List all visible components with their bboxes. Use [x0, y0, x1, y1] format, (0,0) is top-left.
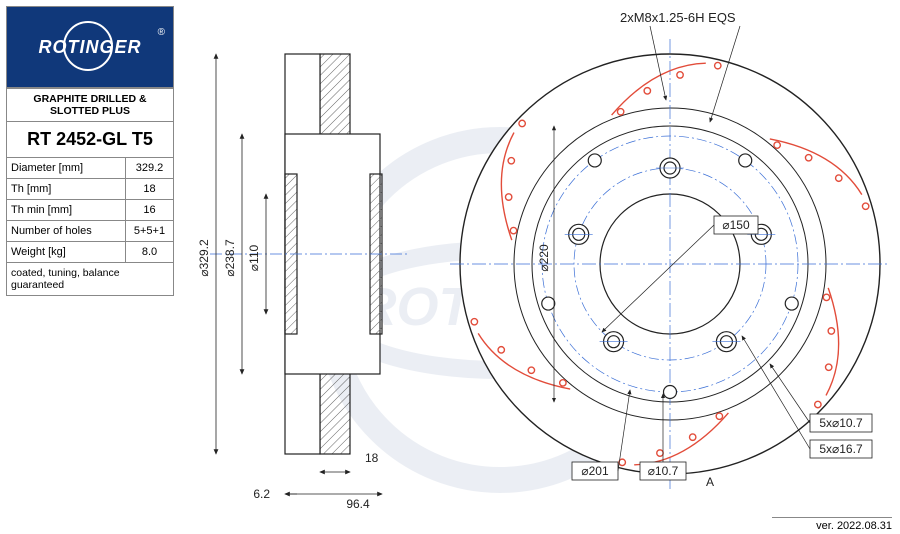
dim-pilot: ⌀201 [581, 464, 609, 478]
spec-value: 8.0 [126, 242, 174, 263]
registered-mark: ® [158, 27, 165, 38]
spec-label: Weight [kg] [7, 242, 126, 263]
part-number: RT 2452-GL T5 [7, 122, 174, 158]
dim-thickness: 18 [365, 451, 379, 465]
callout-holes1: 5x⌀10.7 [819, 416, 863, 430]
dim-outer-dia: ⌀329.2 [197, 239, 211, 277]
spec-note: coated, tuning, balance guaranteed [7, 263, 174, 296]
table-row: Weight [kg]8.0 [7, 242, 174, 263]
spec-value: 329.2 [126, 158, 174, 179]
technical-drawing: ⌀329.2 ⌀238.7 ⌀110 18 6.2 96.4 [180, 4, 896, 514]
spec-label: Number of holes [7, 221, 126, 242]
axis-label: A [706, 475, 714, 489]
table-row: Th min [mm]16 [7, 200, 174, 221]
table-row: Number of holes5+5+1 [7, 221, 174, 242]
product-header: GRAPHITE DRILLED & SLOTTED PLUS [7, 89, 174, 122]
dim-bolthole: ⌀10.7 [648, 464, 679, 478]
brand-logo: ROTINGER ® [6, 6, 174, 88]
brand-name: ROTINGER [38, 37, 141, 58]
dim-bc2: ⌀150 [722, 218, 750, 232]
version-label: ver. 2022.08.31 [772, 517, 892, 532]
section-view: ⌀329.2 ⌀238.7 ⌀110 18 6.2 96.4 [197, 54, 410, 511]
dim-bc1: ⌀220 [537, 244, 551, 272]
table-row: Th [mm]18 [7, 179, 174, 200]
spec-table: GRAPHITE DRILLED & SLOTTED PLUS RT 2452-… [6, 88, 174, 296]
spec-value: 18 [126, 179, 174, 200]
spec-value: 5+5+1 [126, 221, 174, 242]
spec-value: 16 [126, 200, 174, 221]
callout-holes2: 5x⌀16.7 [819, 442, 863, 456]
dim-hat-depth: 96.4 [346, 497, 370, 511]
dim-flange: 6.2 [253, 487, 270, 501]
table-row: Diameter [mm]329.2 [7, 158, 174, 179]
spec-label: Diameter [mm] [7, 158, 126, 179]
spec-label: Th [mm] [7, 179, 126, 200]
spec-label: Th min [mm] [7, 200, 126, 221]
dim-bore: ⌀110 [247, 244, 261, 271]
callout-thread: 2xM8x1.25-6H EQS [620, 10, 736, 25]
dim-hub-dia: ⌀238.7 [223, 239, 237, 277]
face-view: ⌀220 ⌀150 5x⌀10.7 5x⌀16.7 ⌀201 ⌀10.7 [450, 39, 890, 489]
